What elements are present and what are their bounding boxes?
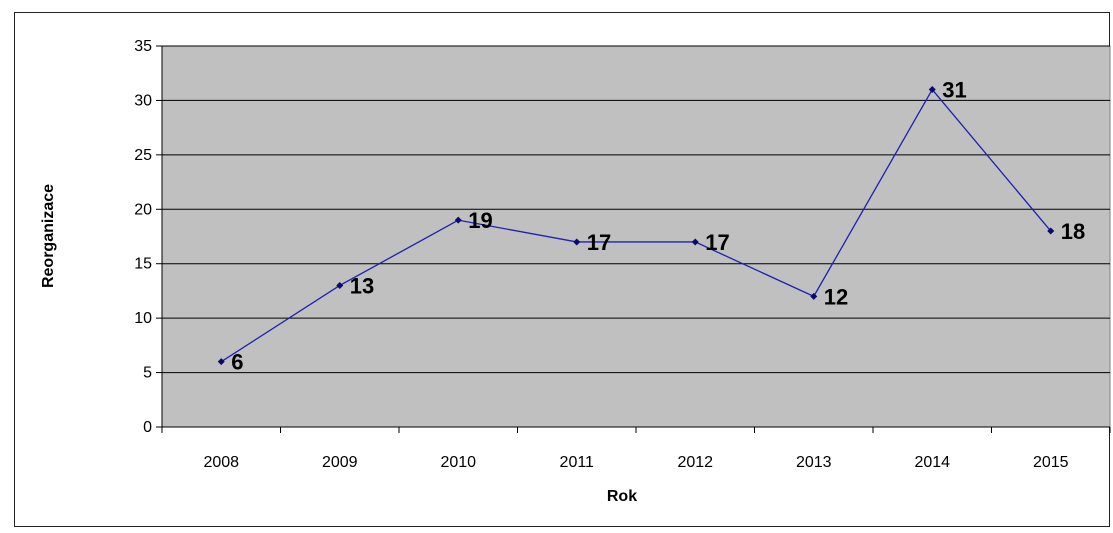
data-point-marker [691,238,699,246]
data-label: 12 [824,284,848,309]
series-layer [217,86,1055,366]
data-label: 17 [587,230,611,255]
data-point-marker [217,358,225,366]
x-tick-label: 2014 [914,454,950,471]
x-tick-label: 2012 [677,454,713,471]
data-label: 6 [231,350,243,375]
y-tick-label: 15 [134,256,152,273]
x-tick-label: 2008 [203,454,239,471]
y-axis-title: Reorganizace [40,184,57,288]
data-label: 31 [942,78,966,103]
data-point-marker [454,216,462,224]
line-chart: 0 5 10 15 20 25 30 35 2008 2009 2010 2011 2012 2013 20… [40,38,1111,505]
y-tick-label: 10 [134,310,152,327]
y-tick-label: 5 [143,365,152,382]
x-tick-label: 2011 [560,454,595,471]
chart-frame: 0 5 10 15 20 25 30 35 2008 2009 2010 2011 2012 2013 20… [14,12,1111,527]
x-axis-title: Rok [607,488,637,505]
data-label: 19 [468,208,492,233]
y-tick-label: 20 [134,201,152,218]
data-point-marker [336,281,344,289]
data-point-marker [1047,227,1055,235]
axes: 0 5 10 15 20 25 30 35 2008 2009 2010 2011 2012 2013 20… [134,38,1111,471]
y-tick-label: 0 [143,419,152,436]
data-point-marker [810,292,818,300]
x-tick-label: 2013 [796,454,832,471]
x-tick-label: 2009 [322,454,358,471]
plot-area [161,45,1111,428]
gridlines [162,45,1110,374]
series-line [220,88,1052,363]
x-tick-label: 2010 [440,454,476,471]
data-labels: 6 13 19 17 17 12 31 18 [231,78,1085,375]
x-tick-label: 2015 [1033,454,1069,471]
data-point-marker [573,238,581,246]
y-tick-label: 30 [134,92,152,109]
data-label: 18 [1061,219,1085,244]
data-label: 13 [350,273,374,298]
data-point-marker [928,86,936,94]
data-label: 17 [705,230,729,255]
y-tick-label: 35 [134,38,152,55]
y-tick-label: 25 [134,147,152,164]
